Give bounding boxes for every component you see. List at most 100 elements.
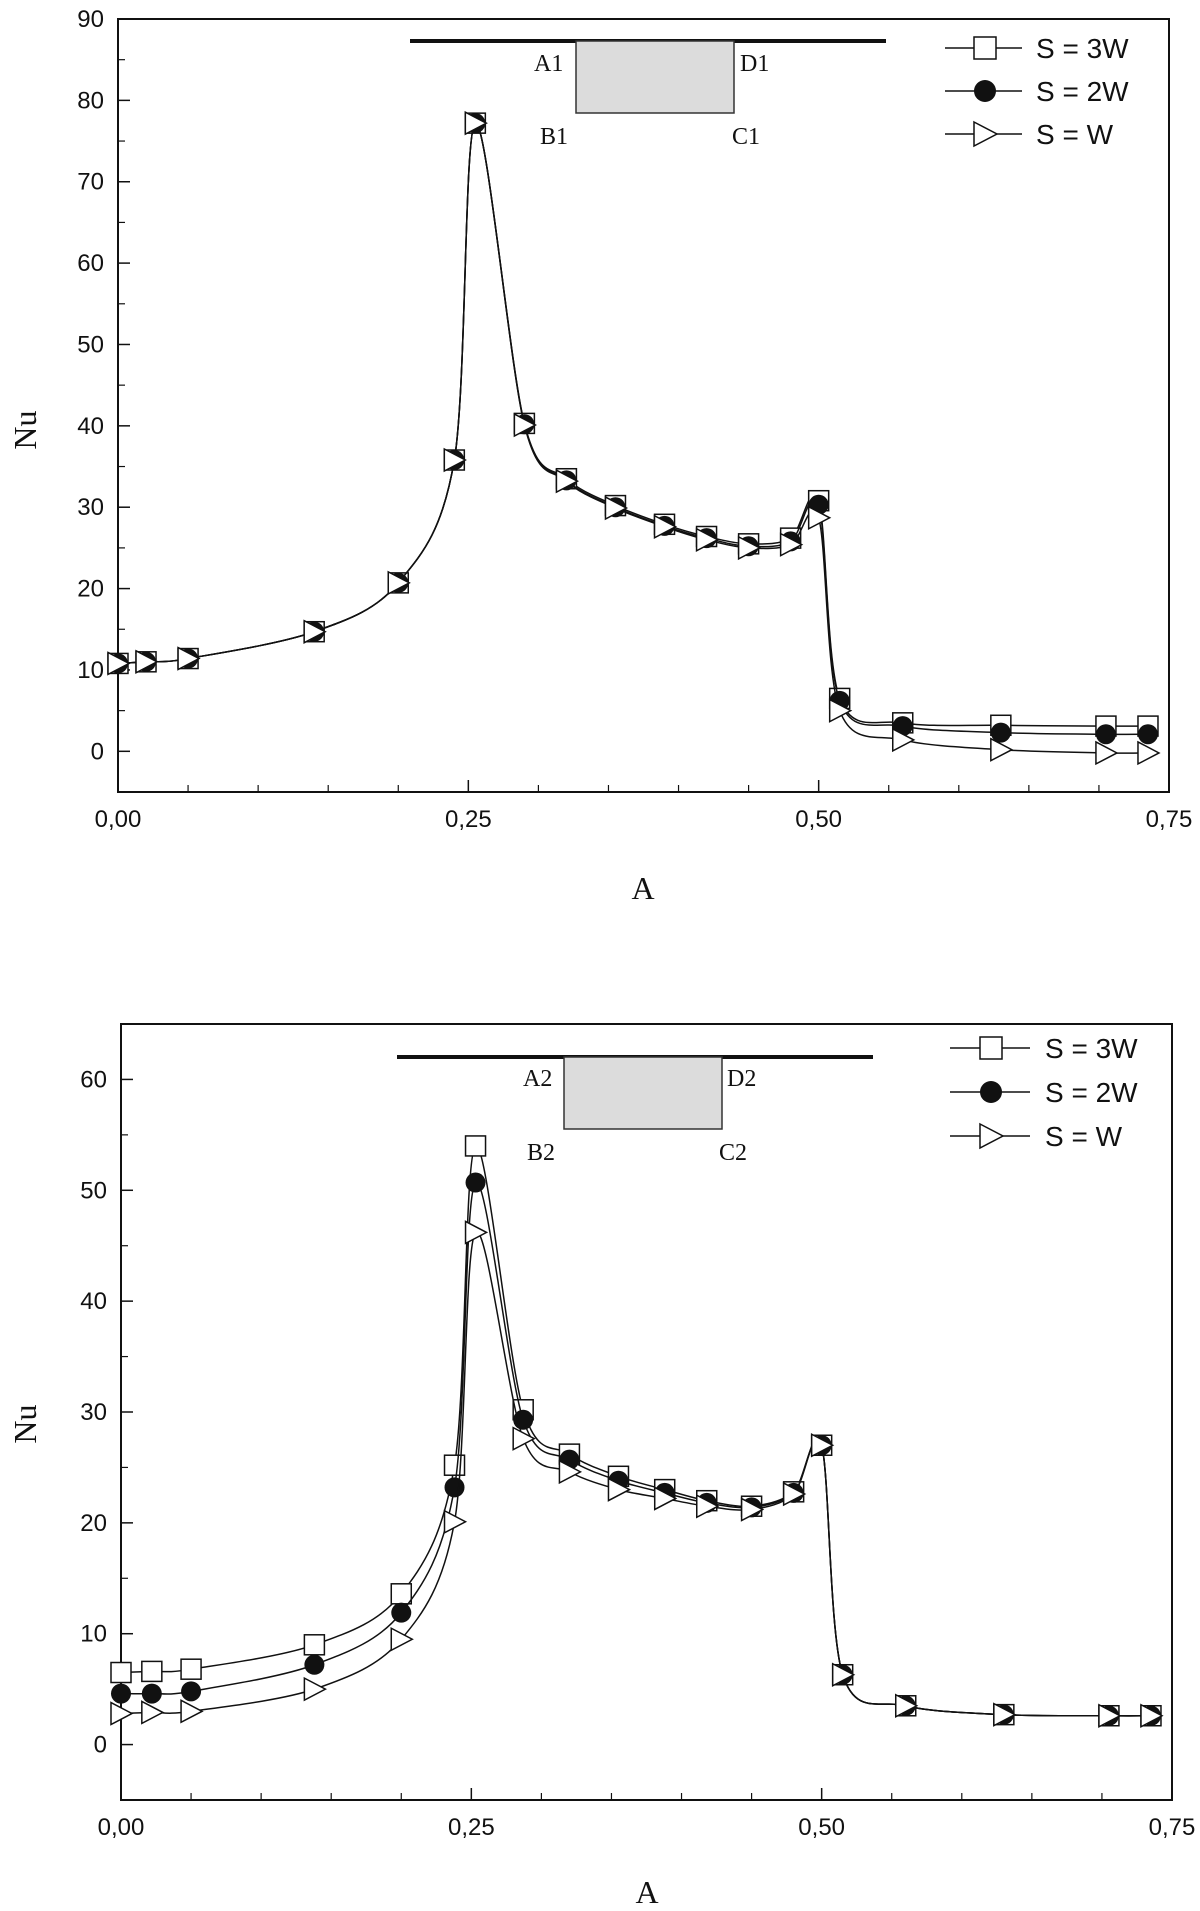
inset-block	[563, 1056, 723, 1130]
data-point-triangle	[653, 1486, 678, 1511]
data-point-triangle	[1137, 740, 1161, 766]
data-point-triangle	[1098, 1703, 1122, 1728]
y-tick-label: 0	[91, 738, 104, 765]
legend-entry-s2w: S = 2W	[950, 1077, 1138, 1108]
data-point-circle	[111, 1683, 131, 1704]
series-layer	[107, 110, 1161, 766]
series-2	[108, 113, 1158, 745]
y-axis-title: Nu	[7, 410, 43, 449]
y-tick-label: 60	[80, 1066, 107, 1093]
series-1	[110, 1135, 1162, 1727]
series-layer	[110, 1135, 1164, 1728]
x-tick-label: 0,25	[445, 806, 492, 833]
data-point-triangle	[303, 1676, 328, 1702]
y-tick-label: 90	[77, 6, 104, 33]
x-tick-label: 0,50	[795, 806, 842, 833]
inset-label-d1: D1	[740, 51, 769, 77]
legend: S = 3W S = 2W S = W	[945, 33, 1129, 150]
inset-label-b2: B2	[527, 1140, 555, 1166]
data-point-triangle	[180, 1699, 204, 1724]
legend-entry-s3w: S = 3W	[950, 1033, 1138, 1064]
y-tick-label: 20	[77, 576, 104, 603]
y-tick-label: 60	[77, 250, 104, 277]
data-point-triangle	[443, 447, 467, 473]
legend-circle-marker-icon	[980, 1081, 1002, 1103]
data-point-triangle	[653, 514, 678, 539]
series-line	[117, 122, 1148, 727]
series-3	[110, 1220, 1164, 1728]
inset-label-c2: C2	[719, 1140, 747, 1166]
data-point-circle	[304, 1654, 325, 1675]
series-1	[107, 112, 1159, 737]
inset-label-b1: B1	[540, 124, 568, 150]
x-tick-label: 0,25	[448, 1814, 495, 1841]
data-point-triangle	[1095, 740, 1119, 766]
x-tick-label: 0,50	[798, 1814, 845, 1841]
x-tick-label: 0,00	[98, 1814, 145, 1841]
data-point-triangle	[782, 1481, 807, 1507]
legend-label: S = 2W	[1045, 1077, 1138, 1108]
series-2	[111, 1172, 1161, 1726]
data-point-triangle	[695, 527, 720, 552]
data-point-circle	[513, 1409, 534, 1430]
x-axis: 0,00 0,25 0,50 0,75	[95, 780, 1192, 833]
series-markers	[110, 1135, 1162, 1727]
data-point-triangle	[110, 1701, 134, 1726]
y-tick-label: 50	[77, 331, 104, 358]
data-point-circle	[391, 1602, 412, 1623]
y-tick-label: 20	[80, 1510, 107, 1537]
legend-entry-s3w: S = 3W	[945, 33, 1129, 64]
data-point-circle	[444, 1477, 465, 1498]
y-tick-label: 10	[77, 657, 104, 684]
y-axis: 0 10 20 30 40 50 60 70 80 90	[77, 6, 130, 793]
y-axis: 0 10 20 30 40 50 60	[80, 1023, 133, 1801]
legend-label: S = W	[1036, 119, 1114, 150]
data-point-circle	[990, 722, 1011, 743]
legend-label: S = 3W	[1045, 1033, 1138, 1064]
legend-entry-sw: S = W	[950, 1121, 1123, 1152]
y-tick-label: 70	[77, 169, 104, 196]
data-point-triangle	[604, 495, 629, 521]
data-point-square	[390, 1583, 413, 1605]
series-line	[120, 1181, 1151, 1717]
inset-label-d2: D2	[727, 1066, 756, 1092]
data-point-triangle	[135, 649, 159, 675]
legend-label: S = 3W	[1036, 33, 1129, 64]
legend-triangle-marker-icon	[973, 120, 999, 148]
plot-area-frame	[117, 18, 1170, 793]
series-line	[117, 122, 1148, 754]
legend-entry-sw: S = W	[945, 119, 1114, 150]
chart-top: A1 D1 B1 C1 A Nu S = 3W S = 2W S = W	[7, 6, 1192, 906]
plot-area-frame	[120, 1023, 1173, 1801]
data-point-triangle	[107, 651, 131, 676]
data-point-triangle	[740, 1497, 765, 1522]
data-point-triangle	[558, 1459, 583, 1485]
data-point-square	[303, 1634, 326, 1656]
series-markers	[107, 112, 1159, 737]
y-tick-label: 30	[77, 494, 104, 521]
data-point-triangle	[464, 1220, 489, 1245]
x-axis-title: A	[635, 1874, 658, 1910]
data-point-triangle	[177, 646, 201, 671]
series-line	[120, 1145, 1151, 1717]
y-tick-label: 10	[80, 1621, 107, 1648]
data-point-triangle	[390, 1627, 414, 1652]
data-point-triangle	[555, 468, 580, 494]
data-point-triangle	[512, 1426, 536, 1451]
data-point-triangle	[464, 110, 488, 136]
data-point-circle	[141, 1683, 162, 1704]
y-tick-label: 50	[80, 1177, 107, 1204]
x-axis: 0,00 0,25 0,50 0,75	[98, 1788, 1195, 1841]
data-point-triangle	[443, 1509, 468, 1534]
data-point-square	[141, 1660, 163, 1683]
x-axis-title: A	[631, 870, 654, 906]
data-point-triangle	[303, 619, 327, 644]
data-point-triangle	[737, 535, 762, 561]
data-point-square	[464, 1135, 487, 1157]
data-point-circle	[1137, 724, 1158, 745]
y-tick-label: 40	[80, 1288, 107, 1315]
data-point-triangle	[387, 570, 411, 596]
y-tick-label: 40	[77, 413, 104, 440]
inset-sketch: A1 D1 B1 C1	[410, 39, 886, 150]
